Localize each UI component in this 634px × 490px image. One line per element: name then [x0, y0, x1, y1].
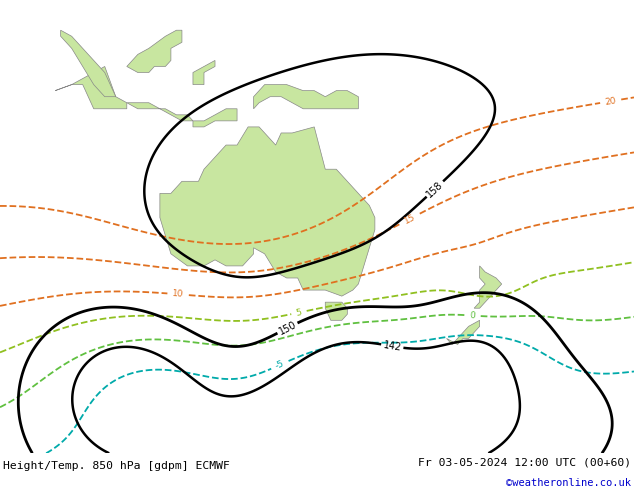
- Polygon shape: [127, 30, 182, 73]
- Text: 5: 5: [295, 308, 302, 318]
- Text: 15: 15: [403, 212, 417, 225]
- Text: 158: 158: [425, 179, 445, 199]
- Polygon shape: [446, 320, 480, 344]
- Polygon shape: [61, 30, 116, 97]
- Text: -5: -5: [274, 359, 286, 371]
- Polygon shape: [160, 127, 375, 296]
- Text: Height/Temp. 850 hPa [gdpm] ECMWF: Height/Temp. 850 hPa [gdpm] ECMWF: [3, 461, 230, 471]
- Polygon shape: [193, 109, 237, 127]
- Polygon shape: [127, 103, 193, 121]
- Text: 10: 10: [172, 289, 184, 299]
- Polygon shape: [474, 266, 501, 308]
- Text: 0: 0: [470, 311, 476, 320]
- Text: ©weatheronline.co.uk: ©weatheronline.co.uk: [506, 478, 631, 489]
- Text: 142: 142: [382, 340, 402, 353]
- Polygon shape: [55, 67, 127, 109]
- Text: Fr 03-05-2024 12:00 UTC (00+60): Fr 03-05-2024 12:00 UTC (00+60): [418, 458, 631, 467]
- Text: 20: 20: [604, 96, 617, 107]
- Polygon shape: [325, 302, 347, 320]
- Polygon shape: [254, 85, 358, 109]
- Text: 150: 150: [277, 319, 298, 337]
- Polygon shape: [193, 60, 215, 85]
